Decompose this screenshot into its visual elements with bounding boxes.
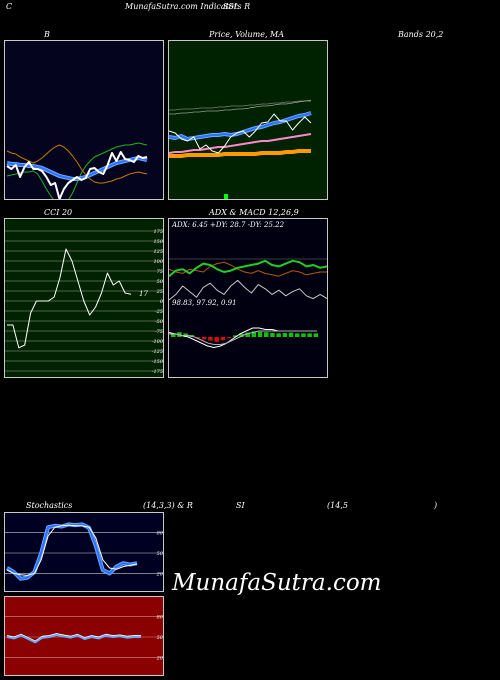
- cci-tick-label-4: 75: [157, 269, 163, 275]
- adx-macd-panel: ADX: 6.45 +DY: 28.7 -DY: 25.22 98.83, 97…: [168, 218, 328, 378]
- macd-histogram-bar-12: [245, 332, 250, 337]
- cci-title: CCI 20: [44, 208, 73, 217]
- header-right: SSL: [223, 2, 240, 11]
- stoch-k-line: [6, 523, 138, 580]
- header-center: MunafaSutra.com Indicators R: [125, 2, 251, 11]
- stoch-d-line: [6, 524, 138, 576]
- bands-title: Bands 20,2: [398, 30, 444, 39]
- macd-histogram-bar-9: [226, 337, 232, 339]
- cci-tick-label-10: -75: [155, 329, 163, 335]
- macd-histogram-bar-8: [220, 337, 226, 341]
- macd-histogram-bar-15: [264, 332, 269, 337]
- bollinger-panel: [4, 40, 164, 200]
- macd-histogram-bar-6: [208, 337, 213, 341]
- cci-tick-label-0: 175: [153, 229, 163, 235]
- macd-histogram-bar-0: [171, 333, 176, 337]
- stochastics-chart: 80 50 20: [5, 522, 164, 581]
- bollinger-chart: [6, 142, 148, 199]
- macd-histogram-bar-23: [313, 333, 319, 337]
- stoch-tick-label-0: 80: [157, 531, 164, 537]
- macd-histogram-bar-17: [276, 333, 281, 337]
- rsi-chart: 80 50 20: [5, 615, 164, 661]
- rsi-tick-label-0: 80: [157, 615, 164, 621]
- bollinger-upper-band: [6, 142, 148, 199]
- cci-tick-label-7: 0: [160, 299, 164, 305]
- cci-tick-label-9: -50: [155, 319, 164, 325]
- cci-tick-label-8: -25: [155, 309, 163, 315]
- bollinger-title: B: [44, 30, 50, 39]
- cci-tick-label-14: -175: [152, 369, 163, 375]
- cci-line: [7, 248, 132, 349]
- ma-orange: [169, 149, 311, 158]
- macd-histogram-bar-21: [301, 333, 306, 337]
- macd-histogram-bar-19: [288, 332, 294, 337]
- cci-tick-label-1: 150: [153, 239, 163, 245]
- price-line: [169, 113, 312, 154]
- adx-macd-title: ADX & MACD 12,26,9: [209, 208, 299, 217]
- macd-values-label: 98.83, 97.92, 0.91: [172, 299, 237, 307]
- stoch-title: Stochastics: [26, 501, 73, 510]
- rsi-close: ): [434, 501, 438, 510]
- macd-signal-line: [169, 330, 317, 345]
- bollinger-lower-band: [6, 144, 148, 184]
- macd-histogram-bar-22: [307, 333, 312, 337]
- cci-tick-label-13: -150: [152, 359, 164, 365]
- cci-panel: 175 150 125 100 75 50 25 0 -25 -50 -75 -100 -125 -150…: [4, 218, 164, 378]
- price-title: Price, Volume, MA: [209, 30, 285, 39]
- stoch-tick-label-2: 20: [156, 571, 164, 577]
- macd-histogram-bar-4: [195, 337, 201, 339]
- macd-histogram-bar-5: [202, 337, 207, 340]
- cci-tick-label-2: 125: [153, 249, 163, 255]
- rsi-tick-label-2: 20: [156, 655, 164, 661]
- ma-grey-1: [169, 99, 312, 111]
- adx-macd-chart: [169, 258, 327, 348]
- watermark: MunafaSutra.com: [172, 570, 382, 596]
- macd-histogram-bar-7: [214, 337, 219, 342]
- adx-minus-di: [169, 261, 327, 277]
- cci-tick-label-3: 100: [153, 259, 163, 265]
- cci-current-value: 17: [139, 290, 148, 298]
- macd-histogram-bar-11: [239, 333, 244, 337]
- stochastics-panel: 80 50 20: [4, 512, 164, 592]
- macd-histogram-bar-18: [282, 333, 288, 337]
- macd-histogram-bar-16: [270, 333, 275, 337]
- price-chart: [169, 99, 312, 199]
- header-left: C: [6, 2, 13, 11]
- rsi-si-label: SI: [236, 501, 245, 510]
- price-panel: [168, 40, 328, 200]
- macd-histogram-bar-20: [295, 333, 300, 337]
- ma-grey-2: [169, 100, 311, 115]
- macd-histogram-bar-14: [257, 331, 263, 337]
- rsi-signal-line: [6, 633, 141, 642]
- macd-histogram-bar-13: [251, 331, 257, 337]
- adx-values-label: ADX: 6.45 +DY: 28.7 -DY: 25.22: [172, 221, 285, 229]
- cci-tick-label-6: 25: [156, 289, 163, 295]
- ma-pink: [169, 133, 312, 154]
- rsi-panel: 80 50 20: [4, 596, 164, 676]
- stoch-params: (14,3,3) & R: [143, 501, 193, 510]
- bollinger-price-line: [6, 151, 148, 199]
- cci-tick-label-11: -100: [152, 339, 164, 345]
- stoch-tick-label-1: 50: [157, 551, 164, 557]
- volume-bar: [224, 194, 228, 199]
- cci-chart: 175 150 125 100 75 50 25 0 -25 -50 -75 -100 -125 -150…: [5, 229, 164, 375]
- rsi-line: [6, 634, 141, 644]
- rsi-tick-label-1: 50: [157, 635, 164, 641]
- cci-tick-label-5: 50: [157, 279, 164, 285]
- adx-plus-di: [169, 259, 327, 277]
- cci-tick-label-12: -125: [152, 349, 163, 355]
- adx-line: [169, 279, 327, 301]
- rsi-params: (14,5: [327, 501, 348, 510]
- macd-histogram-bar-10: [233, 335, 238, 337]
